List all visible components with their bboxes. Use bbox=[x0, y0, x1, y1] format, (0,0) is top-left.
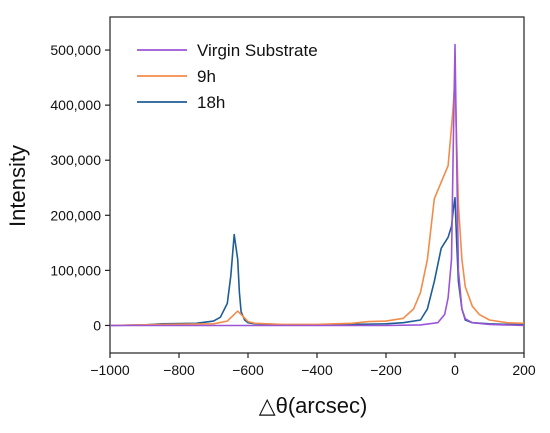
y-tick-label: 200,000 bbox=[50, 207, 101, 223]
x-tick-label: 200 bbox=[512, 362, 536, 378]
x-tick-label: −400 bbox=[301, 362, 333, 378]
y-tick-label: 500,000 bbox=[50, 42, 101, 58]
series-line-18h bbox=[109, 196, 524, 327]
y-axis-title: Intensity bbox=[5, 145, 30, 227]
x-tick-label: −200 bbox=[370, 362, 402, 378]
y-tick-label: 300,000 bbox=[50, 152, 101, 168]
series-line-virgin-substrate bbox=[110, 43, 525, 327]
series-line-9h bbox=[109, 76, 525, 327]
legend-label: 9h bbox=[197, 67, 216, 86]
legend-label: 18h bbox=[197, 93, 225, 112]
series-lines bbox=[109, 43, 525, 327]
x-tick-label: 0 bbox=[451, 362, 459, 378]
x-tick-label: −800 bbox=[163, 362, 195, 378]
y-tick-label: 0 bbox=[93, 317, 101, 333]
y-tick-label: 100,000 bbox=[50, 262, 101, 278]
x-tick-label: −1000 bbox=[90, 362, 130, 378]
legend: Virgin Substrate 9h 18h bbox=[137, 41, 318, 112]
legend-label: Virgin Substrate bbox=[197, 41, 318, 60]
x-tick-label: −600 bbox=[232, 362, 264, 378]
x-axis-title: △θ(arcsec) bbox=[259, 393, 368, 418]
axes: −1000 −800 −600 −400 −200 0 200 0 100,000 200,000… bbox=[50, 16, 536, 378]
y-tick-label: 400,000 bbox=[50, 97, 101, 113]
